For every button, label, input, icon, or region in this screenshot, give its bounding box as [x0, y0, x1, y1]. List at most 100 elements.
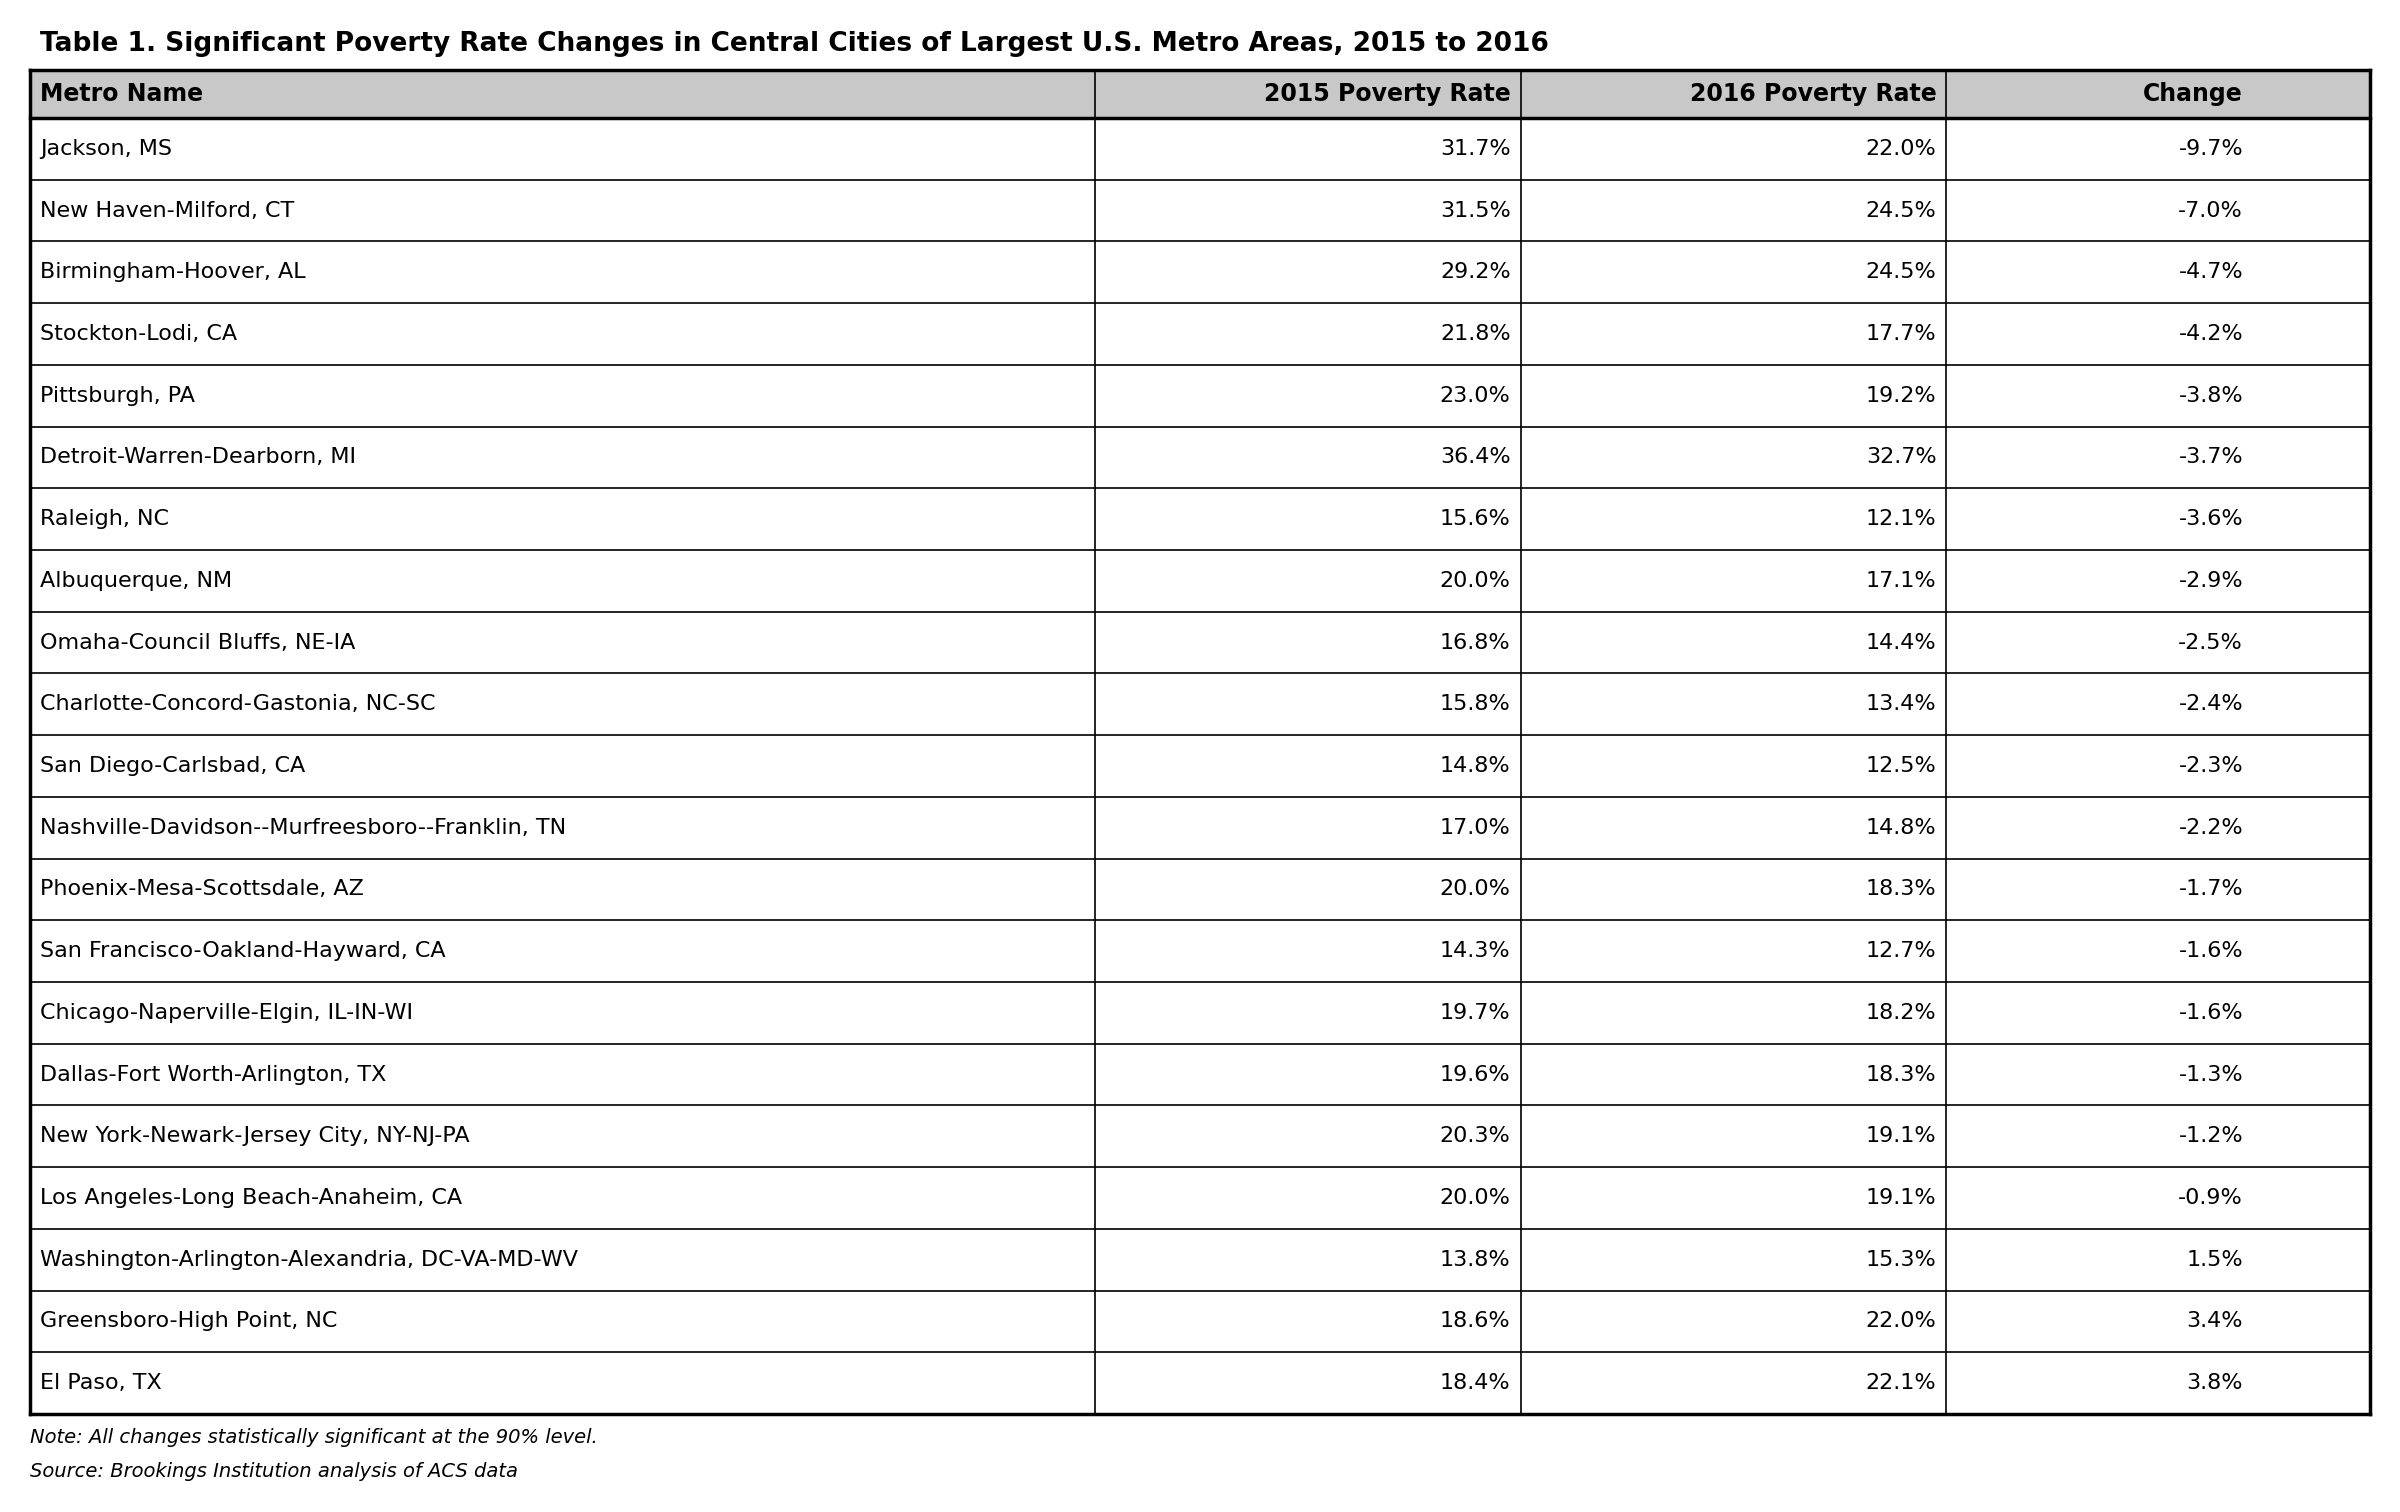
- Text: Pittsburgh, PA: Pittsburgh, PA: [41, 386, 194, 405]
- Bar: [29, 1043, 2371, 1105]
- Text: -0.9%: -0.9%: [2179, 1188, 2244, 1208]
- Bar: [29, 797, 2371, 859]
- Text: 22.0%: 22.0%: [1865, 139, 1937, 159]
- Bar: [29, 921, 2371, 981]
- Text: 24.5%: 24.5%: [1865, 262, 1937, 283]
- Text: -2.4%: -2.4%: [2179, 694, 2244, 714]
- Text: 12.7%: 12.7%: [1865, 940, 1937, 962]
- Bar: [29, 1352, 2371, 1414]
- Bar: [29, 673, 2371, 735]
- Text: 22.1%: 22.1%: [1865, 1373, 1937, 1393]
- Text: 14.4%: 14.4%: [1865, 632, 1937, 653]
- Text: Albuquerque, NM: Albuquerque, NM: [41, 572, 233, 591]
- Text: 24.5%: 24.5%: [1865, 201, 1937, 221]
- Text: Birmingham-Hoover, AL: Birmingham-Hoover, AL: [41, 262, 305, 283]
- Text: 15.3%: 15.3%: [1865, 1250, 1937, 1270]
- Bar: [29, 426, 2371, 488]
- Text: 17.7%: 17.7%: [1865, 324, 1937, 345]
- Text: San Diego-Carlsbad, CA: San Diego-Carlsbad, CA: [41, 756, 305, 776]
- Text: 32.7%: 32.7%: [1865, 448, 1937, 467]
- Text: 12.1%: 12.1%: [1865, 510, 1937, 529]
- Text: 13.8%: 13.8%: [1440, 1250, 1510, 1270]
- Text: 13.4%: 13.4%: [1865, 694, 1937, 714]
- Text: -3.6%: -3.6%: [2179, 510, 2244, 529]
- Text: 23.0%: 23.0%: [1440, 386, 1510, 405]
- Bar: [29, 550, 2371, 612]
- Text: 3.4%: 3.4%: [2186, 1311, 2244, 1332]
- Text: -1.6%: -1.6%: [2179, 940, 2244, 962]
- Text: 18.6%: 18.6%: [1440, 1311, 1510, 1332]
- Text: -1.7%: -1.7%: [2179, 880, 2244, 900]
- Text: -4.2%: -4.2%: [2179, 324, 2244, 345]
- Text: Charlotte-Concord-Gastonia, NC-SC: Charlotte-Concord-Gastonia, NC-SC: [41, 694, 434, 714]
- Text: -4.7%: -4.7%: [2179, 262, 2244, 283]
- Bar: [29, 612, 2371, 673]
- Text: 17.0%: 17.0%: [1440, 818, 1510, 838]
- Text: 2016 Poverty Rate: 2016 Poverty Rate: [1690, 82, 1937, 106]
- Text: 20.3%: 20.3%: [1440, 1126, 1510, 1146]
- Text: -3.8%: -3.8%: [2179, 386, 2244, 405]
- Text: El Paso, TX: El Paso, TX: [41, 1373, 161, 1393]
- Text: 31.5%: 31.5%: [1440, 201, 1510, 221]
- Bar: [29, 488, 2371, 550]
- Text: -1.6%: -1.6%: [2179, 1002, 2244, 1022]
- Text: 18.3%: 18.3%: [1865, 1064, 1937, 1084]
- Bar: [29, 1105, 2371, 1167]
- Text: 21.8%: 21.8%: [1440, 324, 1510, 345]
- Text: -2.9%: -2.9%: [2179, 572, 2244, 591]
- Text: Change: Change: [2143, 82, 2244, 106]
- Text: 3.8%: 3.8%: [2186, 1373, 2244, 1393]
- Text: 19.1%: 19.1%: [1865, 1126, 1937, 1146]
- Text: -9.7%: -9.7%: [2179, 139, 2244, 159]
- Text: 19.7%: 19.7%: [1440, 1002, 1510, 1022]
- Text: 18.3%: 18.3%: [1865, 880, 1937, 900]
- Bar: [29, 735, 2371, 797]
- Bar: [29, 70, 2371, 118]
- Text: 20.0%: 20.0%: [1440, 880, 1510, 900]
- Text: -2.2%: -2.2%: [2179, 818, 2244, 838]
- Text: -2.5%: -2.5%: [2179, 632, 2244, 653]
- Text: 17.1%: 17.1%: [1865, 572, 1937, 591]
- Text: 20.0%: 20.0%: [1440, 572, 1510, 591]
- Text: -7.0%: -7.0%: [2179, 201, 2244, 221]
- Text: -2.3%: -2.3%: [2179, 756, 2244, 776]
- Text: Detroit-Warren-Dearborn, MI: Detroit-Warren-Dearborn, MI: [41, 448, 355, 467]
- Text: Nashville-Davidson--Murfreesboro--Franklin, TN: Nashville-Davidson--Murfreesboro--Frankl…: [41, 818, 566, 838]
- Text: 19.6%: 19.6%: [1440, 1064, 1510, 1084]
- Text: Jackson, MS: Jackson, MS: [41, 139, 173, 159]
- Text: 14.3%: 14.3%: [1440, 940, 1510, 962]
- Text: New York-Newark-Jersey City, NY-NJ-PA: New York-Newark-Jersey City, NY-NJ-PA: [41, 1126, 470, 1146]
- Text: 16.8%: 16.8%: [1440, 632, 1510, 653]
- Text: -1.3%: -1.3%: [2179, 1064, 2244, 1084]
- Bar: [29, 242, 2371, 302]
- Text: 15.8%: 15.8%: [1440, 694, 1510, 714]
- Text: 14.8%: 14.8%: [1440, 756, 1510, 776]
- Text: Raleigh, NC: Raleigh, NC: [41, 510, 168, 529]
- Text: 31.7%: 31.7%: [1440, 139, 1510, 159]
- Text: -1.2%: -1.2%: [2179, 1126, 2244, 1146]
- Text: Greensboro-High Point, NC: Greensboro-High Point, NC: [41, 1311, 338, 1332]
- Text: 19.1%: 19.1%: [1865, 1188, 1937, 1208]
- Text: Phoenix-Mesa-Scottsdale, AZ: Phoenix-Mesa-Scottsdale, AZ: [41, 880, 365, 900]
- Text: -3.7%: -3.7%: [2179, 448, 2244, 467]
- Bar: [29, 1291, 2371, 1352]
- Bar: [29, 364, 2371, 426]
- Text: San Francisco-Oakland-Hayward, CA: San Francisco-Oakland-Hayward, CA: [41, 940, 446, 962]
- Text: Omaha-Council Bluffs, NE-IA: Omaha-Council Bluffs, NE-IA: [41, 632, 355, 653]
- Text: Los Angeles-Long Beach-Anaheim, CA: Los Angeles-Long Beach-Anaheim, CA: [41, 1188, 463, 1208]
- Bar: [29, 1229, 2371, 1291]
- Text: Note: All changes statistically significant at the 90% level.: Note: All changes statistically signific…: [29, 1427, 598, 1447]
- Bar: [29, 180, 2371, 242]
- Text: 19.2%: 19.2%: [1865, 386, 1937, 405]
- Text: Stockton-Lodi, CA: Stockton-Lodi, CA: [41, 324, 238, 345]
- Text: 18.2%: 18.2%: [1865, 1002, 1937, 1022]
- Text: 12.5%: 12.5%: [1865, 756, 1937, 776]
- Text: New Haven-Milford, CT: New Haven-Milford, CT: [41, 201, 295, 221]
- Bar: [29, 18, 2371, 70]
- Text: 1.5%: 1.5%: [2186, 1250, 2244, 1270]
- Text: 36.4%: 36.4%: [1440, 448, 1510, 467]
- Text: 20.0%: 20.0%: [1440, 1188, 1510, 1208]
- Text: Dallas-Fort Worth-Arlington, TX: Dallas-Fort Worth-Arlington, TX: [41, 1064, 386, 1084]
- Bar: [29, 1167, 2371, 1229]
- Text: Source: Brookings Institution analysis of ACS data: Source: Brookings Institution analysis o…: [29, 1462, 518, 1480]
